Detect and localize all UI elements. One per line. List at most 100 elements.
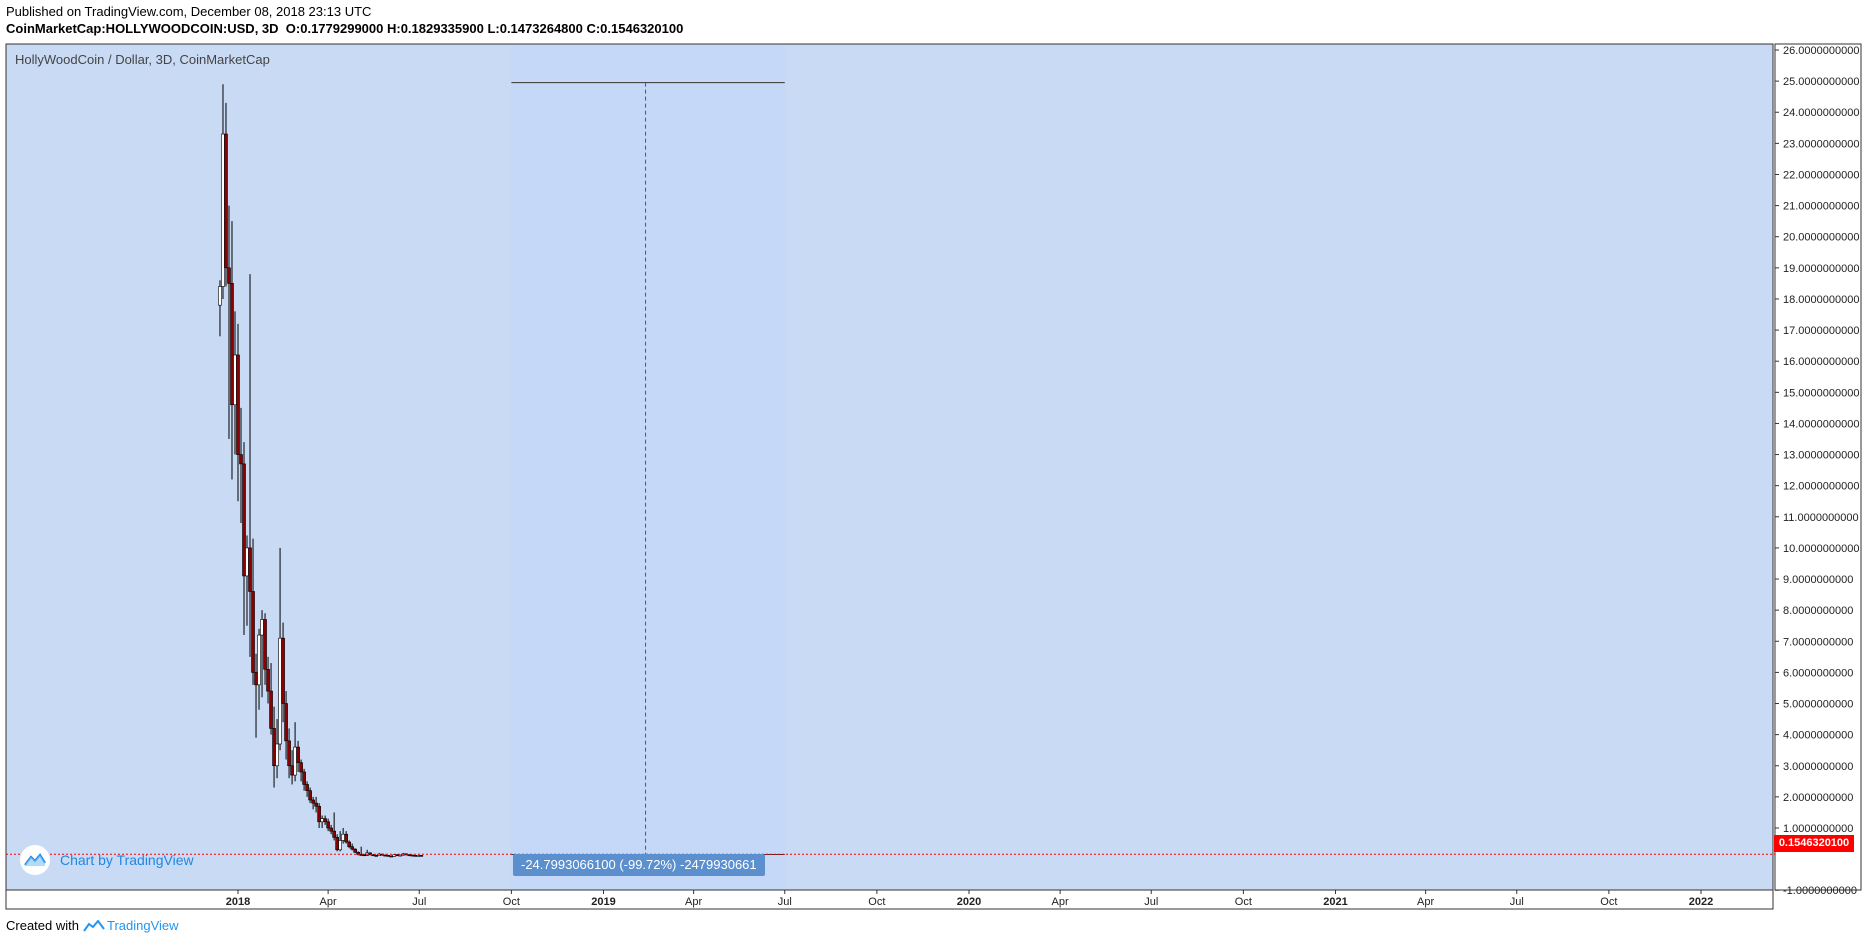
- candle-body: [294, 747, 297, 775]
- candle-body: [279, 638, 282, 744]
- candle-body: [252, 591, 255, 672]
- candle-body: [390, 856, 393, 857]
- candle-body: [342, 834, 345, 840]
- candle-body: [387, 855, 390, 856]
- y-tick-label: 5.0000000000: [1783, 699, 1853, 711]
- candle-body: [345, 834, 348, 842]
- candle-body: [243, 464, 246, 576]
- candle-body: [264, 619, 267, 669]
- x-tick-label: Oct: [1600, 896, 1617, 908]
- x-tick-label: 2020: [957, 896, 981, 908]
- candle-body: [393, 855, 396, 857]
- x-tick-label: Apr: [1417, 896, 1434, 908]
- footer: Created with TradingView: [6, 918, 179, 933]
- y-tick-label: -1.0000000000: [1783, 885, 1857, 897]
- y-tick-label: 12.0000000000: [1783, 481, 1859, 493]
- candle-body: [375, 855, 378, 856]
- x-tick-label: Apr: [685, 896, 702, 908]
- x-tick-label: 2021: [1323, 896, 1347, 908]
- y-tick-label: 20.0000000000: [1783, 232, 1859, 244]
- candle-body: [309, 791, 312, 800]
- candle-body: [221, 134, 224, 286]
- chart-title: HollyWoodCoin / Dollar, 3D, CoinMarketCa…: [15, 52, 270, 67]
- y-tick-label: 17.0000000000: [1783, 325, 1859, 337]
- candle-body: [315, 803, 318, 806]
- x-tick-label: Oct: [1235, 896, 1252, 908]
- x-tick-label: Jul: [412, 896, 426, 908]
- x-tick-label: Jul: [1510, 896, 1524, 908]
- x-tick-label: 2022: [1689, 896, 1713, 908]
- candle-body: [267, 669, 270, 691]
- x-tick-label: Apr: [1052, 896, 1069, 908]
- candle-body: [237, 355, 240, 455]
- y-tick-label: 24.0000000000: [1783, 107, 1859, 119]
- candle-body: [417, 855, 420, 856]
- candle-body: [318, 806, 321, 822]
- candle-body: [351, 847, 354, 849]
- candle-body: [246, 548, 249, 576]
- footer-brand-label: TradingView: [107, 918, 179, 933]
- y-tick-label: 16.0000000000: [1783, 356, 1859, 368]
- y-tick-label: 10.0000000000: [1783, 543, 1859, 555]
- candle-body: [384, 855, 387, 856]
- x-tick-label: Oct: [868, 896, 885, 908]
- candle-body: [372, 855, 375, 856]
- candle-body: [396, 855, 399, 856]
- candle-body: [399, 855, 402, 856]
- candle-body: [321, 819, 324, 822]
- x-tick-label: Oct: [503, 896, 520, 908]
- watermark-text: Chart by TradingView: [60, 852, 194, 868]
- candle-body: [218, 287, 221, 306]
- candle-body: [354, 849, 357, 852]
- candle-body: [339, 840, 342, 849]
- x-tick-label: 2019: [591, 896, 615, 908]
- footer-brand[interactable]: TradingView: [83, 918, 179, 933]
- y-tick-label: 18.0000000000: [1783, 294, 1859, 306]
- y-tick-label: 25.0000000000: [1783, 76, 1859, 88]
- y-tick-label: 11.0000000000: [1783, 512, 1859, 524]
- candle-body: [327, 822, 330, 828]
- candle-body: [303, 772, 306, 784]
- y-tick-label: 7.0000000000: [1783, 636, 1853, 648]
- candle-body: [273, 728, 276, 765]
- y-tick-label: 1.0000000000: [1783, 823, 1853, 835]
- candle-body: [255, 672, 258, 684]
- candle-body: [276, 744, 279, 766]
- y-tick-label: 14.0000000000: [1783, 418, 1859, 430]
- candle-body: [408, 855, 411, 856]
- candle-body: [324, 819, 327, 822]
- measure-zone: [511, 45, 784, 889]
- candle-body: [297, 747, 300, 763]
- candle-body: [363, 855, 366, 856]
- watermark[interactable]: Chart by TradingView: [20, 845, 194, 875]
- y-tick-label: 2.0000000000: [1783, 792, 1853, 804]
- candle-body: [306, 784, 309, 790]
- candle-body: [227, 268, 230, 284]
- candle-body: [270, 691, 273, 728]
- candle-body: [288, 741, 291, 766]
- candle-body: [333, 831, 336, 837]
- candle-body: [291, 766, 294, 775]
- created-with-text: Created with: [6, 918, 79, 933]
- y-tick-label: 4.0000000000: [1783, 730, 1853, 742]
- tradingview-cloud-icon: [83, 920, 105, 932]
- candle-body: [224, 134, 227, 268]
- candle-body: [420, 855, 423, 856]
- candle-body: [230, 283, 233, 404]
- y-tick-label: 13.0000000000: [1783, 450, 1859, 462]
- candle-body: [336, 837, 339, 849]
- y-tick-label: 19.0000000000: [1783, 263, 1859, 275]
- y-tick-label: 6.0000000000: [1783, 667, 1853, 679]
- candle-body: [261, 619, 264, 635]
- candle-body: [233, 355, 236, 405]
- y-tick-label: 15.0000000000: [1783, 387, 1859, 399]
- y-tick-label: 22.0000000000: [1783, 169, 1859, 181]
- plot-area: [6, 44, 1773, 890]
- tradingview-logo-icon: [20, 845, 50, 875]
- time-axis: [6, 890, 1773, 909]
- measure-label[interactable]: -24.7993066100 (-99.72%) -2479930661: [513, 854, 765, 876]
- candle-body: [285, 704, 288, 741]
- y-tick-label: 3.0000000000: [1783, 761, 1853, 773]
- candle-body: [414, 855, 417, 856]
